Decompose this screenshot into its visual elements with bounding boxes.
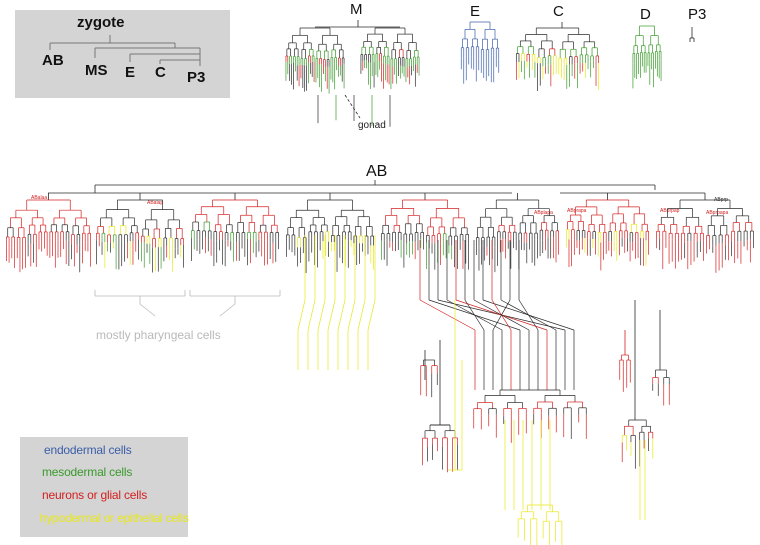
summary-c: C [155,64,166,81]
sublineage-label-3: ABplapa [534,210,553,216]
legend-panel: endodermal cells mesodermal cells neuron… [20,437,189,537]
summary-e: E [125,64,136,81]
sublineage-label-7: ABprp [714,197,728,203]
summary-ab: AB [42,52,64,69]
legend-item-endodermal: endodermal cells [44,443,132,457]
summary-zygote: zygote [77,14,125,31]
lineage-e-label: E [470,3,481,20]
sublineage-label-4: ABprapa [567,208,587,214]
summary-tree-lines [49,35,201,66]
sublineage-label-1: ABalaa [31,195,48,201]
legend-item-neurons: neurons or glial cells [42,488,147,502]
sublineage-label-6: ABprpapa [706,210,729,216]
lineage-d-label: D [640,6,651,23]
summary-ms: MS [85,62,108,79]
sublineage-label-2: ABalap [147,200,164,206]
sublineage-label-5: ABprpap [660,208,680,214]
summary-tree-panel: zygote AB MS E C P3 [15,10,230,98]
lineage-m-label: M [350,1,363,18]
lineage-ab-label: AB [366,163,388,180]
legend-item-hypodermal: hypodermal or epithelial cells [40,511,189,525]
legend-item-mesodermal: mesodermal cells [42,465,133,479]
lineage-p3-label: P3 [688,6,707,23]
summary-p3: P3 [187,69,206,86]
lineage-c-label: C [553,3,564,20]
pharyngeal-annotation: mostly pharyngeal cells [96,328,221,342]
gonad-label: gonad [358,120,386,131]
